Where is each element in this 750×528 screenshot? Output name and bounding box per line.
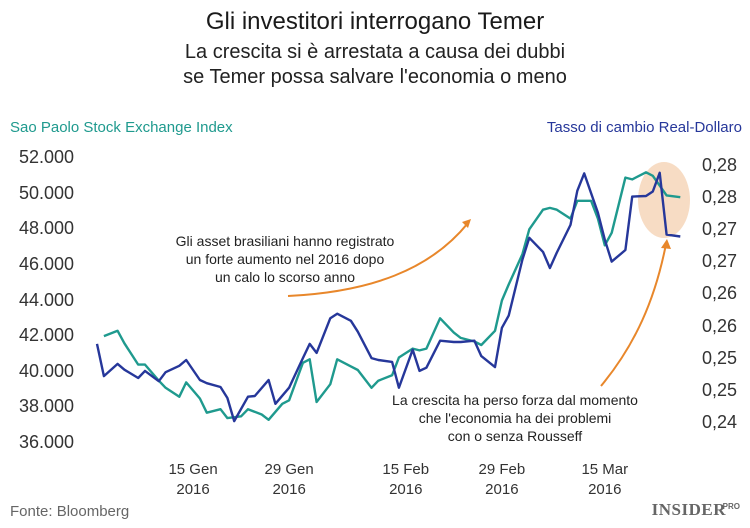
y2-tick-label: 0,27 (702, 219, 738, 240)
chart-subtitle: La crescita si è arrestata a causa dei d… (183, 41, 567, 88)
y2-tick-label: 0,25 (702, 379, 738, 400)
annotation: La crescita ha perso forza dal momento c… (392, 392, 638, 444)
y2-tick-label: 0,28 (702, 154, 738, 175)
annotation-arrow (600, 243, 667, 387)
annotation-arrow (287, 222, 469, 297)
y-tick-label: 46.000 (18, 253, 74, 274)
logo: INSIDER (651, 500, 726, 519)
arrow-head (661, 239, 671, 249)
y2-tick-label: 0,25 (702, 347, 738, 368)
y-tick-label: 38.000 (18, 396, 74, 417)
x-tick-label: 15 Mar 2016 (581, 461, 629, 498)
y2-tick-label: 0,28 (702, 186, 738, 207)
chart-title: Gli investitori interrogano Temer (205, 8, 545, 35)
x-tick-label: 29 Gen 2016 (264, 461, 314, 498)
x-tick-label: 15 Gen 2016 (168, 461, 218, 498)
y-tick-label: 48.000 (18, 218, 74, 239)
y-tick-label: 40.000 (18, 360, 74, 381)
annotation: Gli asset brasiliani hanno registrato un… (175, 233, 395, 285)
left-axis-title: Sao Paolo Stock Exchange Index (10, 119, 233, 136)
y2-tick-label: 0,24 (702, 412, 738, 433)
series-line (95, 171, 681, 423)
y-tick-label: 42.000 (18, 325, 74, 346)
logo-suffix: PRO (722, 502, 740, 511)
y2-tick-label: 0,27 (702, 251, 738, 272)
y2-tick-label: 0,26 (702, 315, 738, 336)
y-tick-label: 50.000 (18, 182, 74, 203)
x-tick-label: 15 Feb 2016 (382, 461, 430, 498)
y-tick-label: 52.000 (18, 147, 74, 167)
x-tick-label: 29 Feb 2016 (478, 461, 526, 498)
right-axis-title: Tasso di cambio Real-Dollaro (546, 119, 742, 136)
arrow-head (462, 219, 471, 228)
series-line (103, 171, 681, 421)
highlight-circle (638, 162, 690, 238)
y-tick-label: 36.000 (18, 432, 74, 452)
y-tick-label: 44.000 (18, 289, 74, 310)
y2-tick-label: 0,26 (702, 283, 738, 304)
source: Fonte: Bloomberg (10, 503, 130, 520)
